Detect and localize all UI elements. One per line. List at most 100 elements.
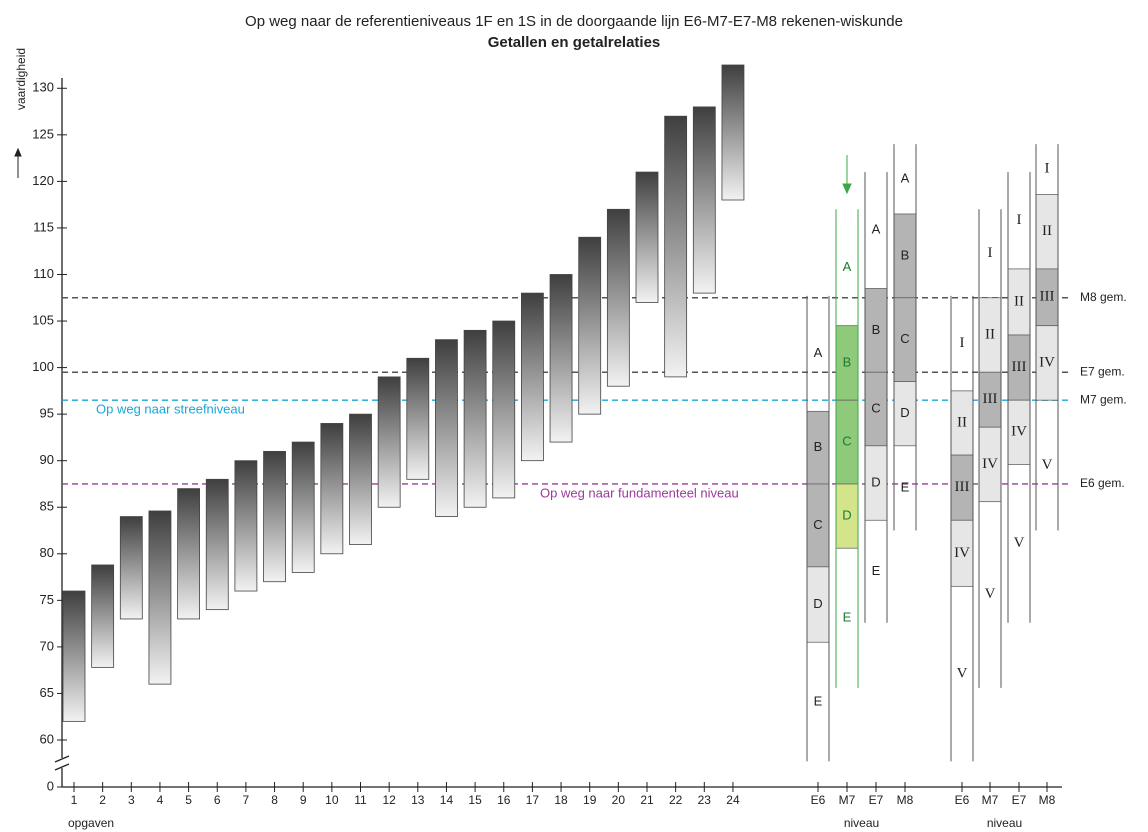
x-tick-label: 14 [440, 793, 454, 807]
level-segment-label: C [900, 331, 909, 346]
y-tick-label: 100 [32, 359, 54, 374]
bar [119, 516, 143, 620]
reference-note: Op weg naar streefniveau [96, 402, 245, 417]
y-tick-label: 60 [40, 731, 54, 746]
level-segment-label: C [871, 400, 880, 415]
y-tick-label: 115 [33, 219, 54, 234]
bar [148, 510, 172, 685]
y-tick-label: 70 [40, 638, 54, 653]
level-segment-label: II [1042, 223, 1052, 239]
level-segment-label: I [1045, 161, 1050, 177]
bar [578, 236, 602, 415]
level-segment-label: C [842, 434, 851, 449]
x-tick-label: 2 [99, 793, 106, 807]
group-label: niveau [844, 816, 879, 830]
bar [177, 488, 201, 620]
bar [692, 106, 716, 294]
bar [664, 115, 688, 378]
level-segment-label: II [1014, 293, 1024, 309]
y-tick-label: 125 [32, 126, 54, 141]
level-segment-label: II [985, 326, 995, 342]
level-segment-label: C [813, 517, 822, 532]
reference-label: M7 gem. [1080, 392, 1127, 406]
level-segment-label: III [1012, 359, 1027, 375]
x-tick-label: M8 [897, 793, 914, 807]
x-tick-label: 6 [214, 793, 221, 807]
x-tick-label: 1 [71, 793, 78, 807]
x-tick-label: 7 [243, 793, 250, 807]
bar [263, 450, 286, 583]
level-segment-label: D [900, 405, 909, 420]
level-segment-label: V [957, 665, 968, 681]
level-segment-label: B [814, 439, 823, 454]
level-segment-label: IV [954, 545, 970, 561]
level-segment-label: A [843, 259, 852, 274]
x-tick-label: M7 [982, 793, 999, 807]
level-segment-label: D [871, 474, 880, 489]
chart-subtitle: Getallen en getalrelaties [488, 34, 661, 51]
level-segment-label: B [901, 247, 910, 262]
x-tick-label: 24 [726, 793, 740, 807]
y-tick-label: 130 [32, 80, 54, 95]
level-segment-label: III [955, 479, 970, 495]
level-segment-label: B [843, 354, 852, 369]
y-label-arrow [14, 147, 22, 178]
x-tick-label: 10 [325, 793, 339, 807]
group-label: niveau [987, 816, 1022, 830]
x-tick-label: 15 [468, 793, 482, 807]
bar [549, 274, 573, 443]
x-tick-label: 4 [157, 793, 164, 807]
level-segment-label: E [901, 480, 910, 495]
level-segment-label: A [901, 170, 910, 185]
level-segment-label: III [1040, 289, 1055, 305]
x-tick-label: 18 [554, 793, 568, 807]
level-segment-label: I [1017, 212, 1022, 228]
level-segment-label: II [957, 414, 967, 430]
bar [377, 376, 401, 508]
level-segment-label: IV [1039, 354, 1055, 370]
level-segment-label: A [872, 222, 881, 237]
x-tick-label: 19 [583, 793, 597, 807]
y-axis-label: vaardigheid [14, 48, 28, 110]
y-tick-label: 65 [40, 685, 54, 700]
level-segment-label: III [983, 391, 998, 407]
level-segment-label: E [843, 609, 852, 624]
level-segment-label: D [813, 596, 822, 611]
x-tick-label: 9 [300, 793, 307, 807]
x-axis-label: opgaven [68, 816, 114, 830]
x-tick-label: E6 [811, 793, 826, 807]
x-tick-label: E7 [1012, 793, 1027, 807]
bar [234, 460, 258, 592]
x-tick-label: 11 [354, 793, 367, 807]
bar [521, 292, 544, 462]
reference-label: M8 gem. [1080, 290, 1127, 304]
level-segment-label: V [1014, 535, 1025, 551]
x-tick-label: 5 [185, 793, 192, 807]
x-tick-label: 17 [526, 793, 540, 807]
level-segment-label: V [1042, 457, 1053, 473]
x-tick-label: 16 [497, 793, 511, 807]
bar [721, 64, 745, 201]
bar [62, 590, 86, 722]
y-tick-label: 90 [40, 452, 54, 467]
bar [435, 339, 458, 517]
bar [635, 171, 659, 303]
y-tick-label: 95 [40, 406, 54, 421]
x-tick-label: 21 [640, 793, 654, 807]
y-tick-label: 80 [40, 545, 54, 560]
x-tick-label: 23 [698, 793, 712, 807]
y-tick-label: 120 [32, 173, 54, 188]
chart-title: Op weg naar de referentieniveaus 1F en 1… [245, 13, 903, 30]
bar [291, 441, 315, 573]
level-segment-label: D [842, 508, 851, 523]
x-tick-label: M8 [1039, 793, 1056, 807]
y-tick-label: 110 [33, 266, 54, 281]
y-tick-label: 75 [40, 592, 54, 607]
bar [349, 413, 372, 545]
x-tick-label: 13 [411, 793, 425, 807]
bar [91, 564, 115, 668]
level-segment-label: I [960, 335, 965, 351]
level-segment-label: B [872, 322, 881, 337]
x-tick-label: 8 [271, 793, 278, 807]
